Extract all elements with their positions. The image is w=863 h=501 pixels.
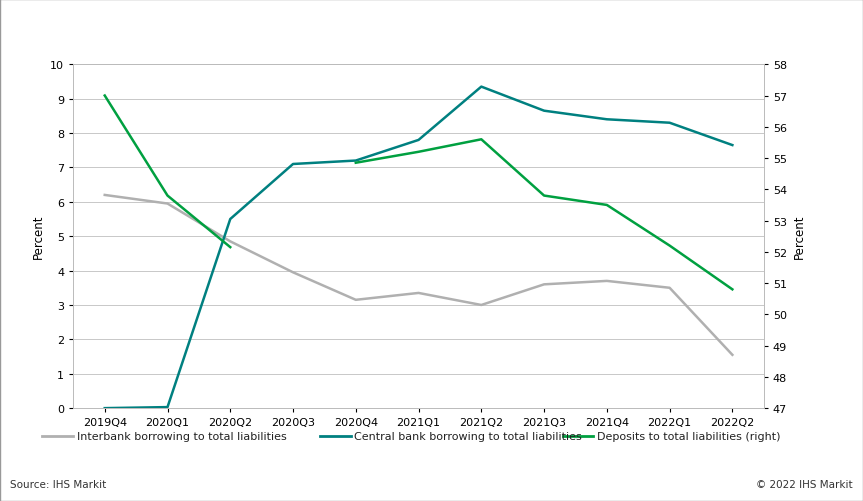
Text: Central bank borrowing to total liabilities: Central bank borrowing to total liabilit… bbox=[355, 431, 583, 441]
Text: Source: IHS Markit: Source: IHS Markit bbox=[10, 479, 107, 489]
Text: © 2022 IHS Markit: © 2022 IHS Markit bbox=[756, 479, 853, 489]
Text: Deposits to total liabilities (right): Deposits to total liabilities (right) bbox=[596, 431, 780, 441]
Y-axis label: Percent: Percent bbox=[792, 214, 805, 259]
Text: Chile: stable funding via bonds will reduce reliance on central bank borrowing: Chile: stable funding via bonds will red… bbox=[10, 20, 659, 35]
Text: Interbank borrowing to total liabilities: Interbank borrowing to total liabilities bbox=[77, 431, 287, 441]
Y-axis label: Percent: Percent bbox=[32, 214, 45, 259]
